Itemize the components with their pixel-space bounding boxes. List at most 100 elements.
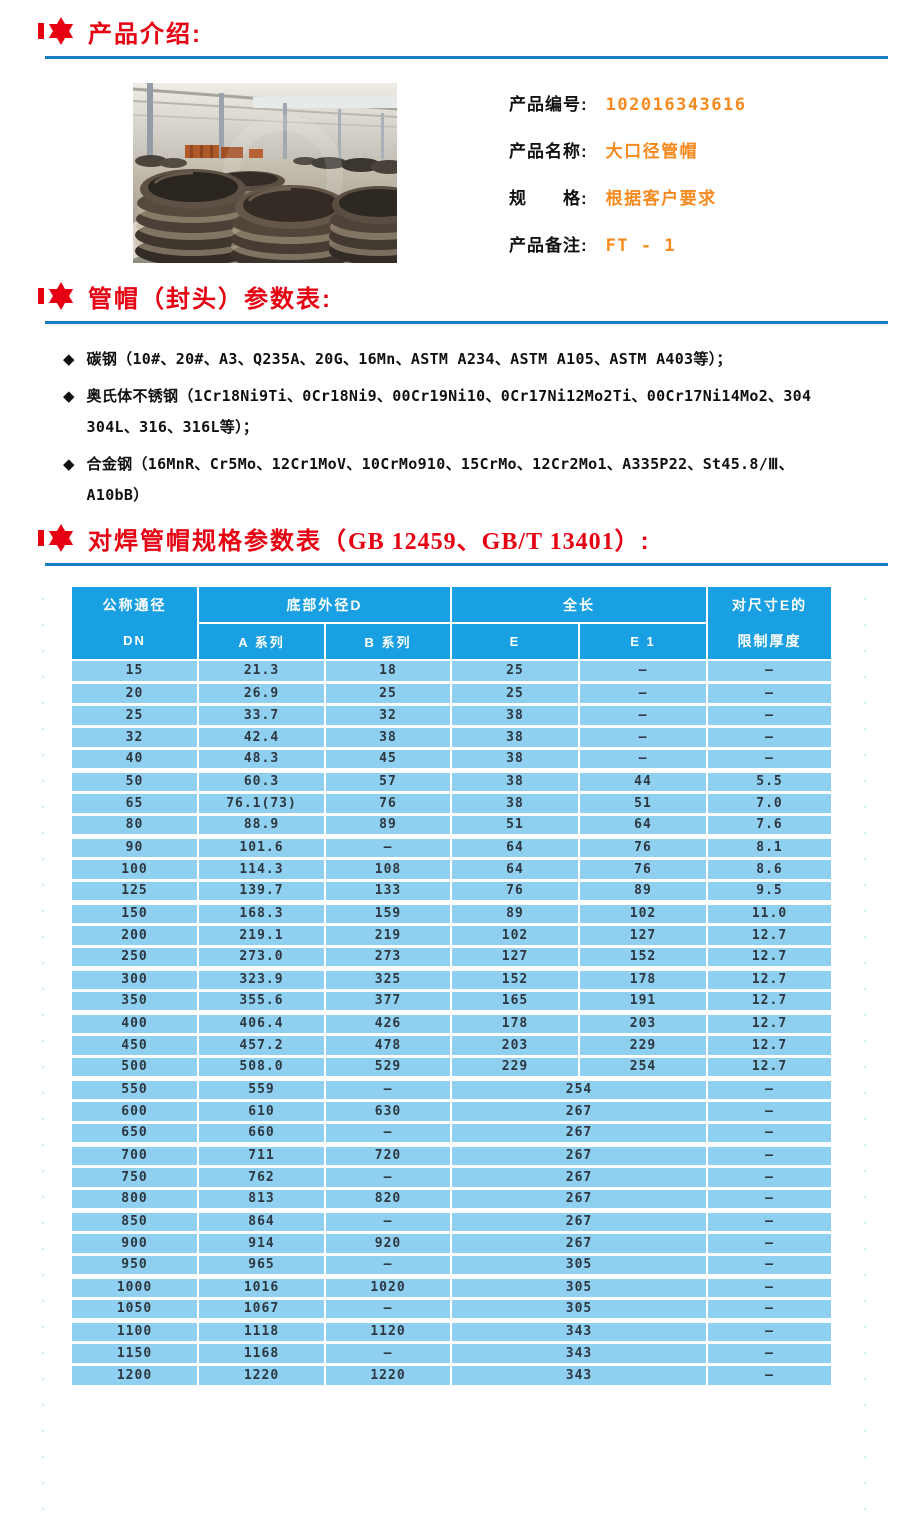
- cell-series-b: 1020: [324, 1275, 452, 1300]
- blue-divider: [45, 321, 888, 324]
- cell-e: 38: [450, 703, 580, 728]
- cell-length-merged: 343: [450, 1363, 708, 1388]
- cell-series-a: 88.9: [197, 813, 326, 839]
- cell-dn: 700: [70, 1143, 199, 1168]
- cell-dn: 1000: [70, 1275, 199, 1300]
- material-bullet: ◆ 合金钢（16MnR、Cr5Mo、12Cr1MoV、10CrMo910、15Cr…: [63, 449, 849, 511]
- cell-limit-thickness: 8.1: [706, 835, 833, 860]
- cell-e: 25: [450, 681, 580, 706]
- cell-limit-thickness: –: [706, 1099, 833, 1124]
- cell-series-b: –: [324, 1209, 452, 1234]
- materials-title: 管帽（封头）参数表:: [88, 285, 332, 313]
- cell-series-a: 406.4: [197, 1011, 326, 1036]
- table-row-dn-300: 300 323.9 325 152 178 12.7: [70, 967, 833, 992]
- material-bullet: ◆ 碳钢（10#、20#、A3、Q235A、20G、16Mn、ASTM A234、…: [63, 344, 849, 375]
- cell-dn: 1050: [70, 1297, 199, 1323]
- cell-series-b: 57: [324, 769, 452, 794]
- cell-limit-thickness: 12.7: [706, 1033, 833, 1058]
- cell-dn: 800: [70, 1187, 199, 1213]
- cell-series-b: 426: [324, 1011, 452, 1036]
- cell-series-b: 478: [324, 1033, 452, 1058]
- product-spec-row: 规 格: 根据客户要求: [509, 184, 747, 209]
- cell-limit-thickness: –: [706, 1121, 833, 1147]
- table-row-dn-32: 32 42.4 38 38– –: [70, 725, 833, 750]
- cell-e: 64: [450, 857, 580, 882]
- cell-series-a: 457.2: [197, 1033, 326, 1058]
- cell-length-merged: 267: [450, 1187, 708, 1213]
- diamond-icon: ◆: [63, 351, 75, 368]
- table-row-dn-450: 450 457.2 478 203 229 12.7: [70, 1033, 833, 1058]
- cell-limit-thickness: –: [706, 1187, 833, 1213]
- intro-body: 产品编号: 102016343616 产品名称: 大口径管帽 规 格: 根据客户…: [133, 83, 909, 263]
- cell-length-merged: 267: [450, 1209, 708, 1234]
- cell-e1: –: [578, 659, 708, 684]
- product-name-value: 大口径管帽: [605, 142, 699, 162]
- cell-length-merged: 305: [450, 1297, 708, 1323]
- cell-limit-thickness: –: [706, 1231, 833, 1256]
- cell-e1: 51: [578, 791, 708, 816]
- cell-series-a: 559: [197, 1077, 326, 1102]
- table-row-dn-20: 20 26.9 25 25– –: [70, 681, 833, 706]
- cell-length-merged: 254: [450, 1077, 708, 1102]
- red-star-icon: [38, 522, 76, 554]
- cell-series-b: –: [324, 1341, 452, 1366]
- col-header-dn: 公称通径 DN: [70, 585, 199, 661]
- cell-limit-thickness: –: [706, 703, 833, 728]
- cell-limit-thickness: 11.0: [706, 901, 833, 926]
- section-title-spec-table: 对焊管帽规格参数表（GB 12459、GB/T 13401）:: [38, 519, 909, 557]
- cell-dn: 80: [70, 813, 199, 839]
- cell-e1: 203: [578, 1011, 708, 1036]
- cell-series-a: 60.3: [197, 769, 326, 794]
- cell-e: 38: [450, 769, 580, 794]
- table-row-dn-100: 100 114.3 108 64 76 8.6: [70, 857, 833, 882]
- product-number-label: 产品编号:: [509, 95, 588, 114]
- cell-series-a: 813: [197, 1187, 326, 1213]
- cell-e1: 76: [578, 857, 708, 882]
- cell-dn: 25: [70, 703, 199, 728]
- cell-series-b: 18: [324, 659, 452, 684]
- table-row-dn-15: 15 21.3 18 25– –: [70, 659, 833, 684]
- table-row-dn-600: 600 610 630 267–: [70, 1099, 833, 1124]
- product-number-row: 产品编号: 102016343616: [509, 90, 747, 115]
- cell-dn: 90: [70, 835, 199, 860]
- cell-length-merged: 305: [450, 1275, 708, 1300]
- cell-series-a: 114.3: [197, 857, 326, 882]
- cell-series-a: 21.3: [197, 659, 326, 684]
- cell-e1: 254: [578, 1055, 708, 1081]
- spec-table-title: 对焊管帽规格参数表（GB 12459、GB/T 13401）:: [88, 527, 651, 555]
- blue-divider: [45, 56, 888, 59]
- col-header-series-b: B 系列: [324, 622, 452, 661]
- red-star-icon: [38, 280, 76, 312]
- material-list: ◆ 碳钢（10#、20#、A3、Q235A、20G、16Mn、ASTM A234、…: [63, 344, 849, 511]
- cell-series-a: 273.0: [197, 945, 326, 971]
- section-title-product-intro: 产品介绍:: [38, 12, 909, 50]
- cell-limit-thickness: 7.0: [706, 791, 833, 816]
- cell-series-b: 108: [324, 857, 452, 882]
- cell-series-b: 219: [324, 923, 452, 948]
- cell-series-b: 1220: [324, 1363, 452, 1388]
- cell-series-b: 920: [324, 1231, 452, 1256]
- cell-series-b: 820: [324, 1187, 452, 1213]
- warehouse-illustration: [133, 83, 397, 263]
- cell-series-a: 1067: [197, 1297, 326, 1323]
- cell-dn: 1200: [70, 1363, 199, 1388]
- product-note-value: FT - 1: [605, 236, 677, 256]
- cell-limit-thickness: 8.6: [706, 857, 833, 882]
- cell-series-b: 720: [324, 1143, 452, 1168]
- cell-series-b: 325: [324, 967, 452, 992]
- red-star-icon: [38, 15, 76, 47]
- cell-limit-thickness: –: [706, 1297, 833, 1323]
- cell-limit-thickness: –: [706, 1143, 833, 1168]
- cell-series-b: 377: [324, 989, 452, 1015]
- cell-e1: 44: [578, 769, 708, 794]
- cell-e: 178: [450, 1011, 580, 1036]
- cell-dn: 750: [70, 1165, 199, 1190]
- cell-e: 51: [450, 813, 580, 839]
- table-row-dn-25: 25 33.7 32 38– –: [70, 703, 833, 728]
- cell-series-b: –: [324, 1253, 452, 1279]
- table-row-dn-700: 700 711 720 267–: [70, 1143, 833, 1168]
- cell-dn: 250: [70, 945, 199, 971]
- cell-e: 76: [450, 879, 580, 905]
- cell-series-a: 914: [197, 1231, 326, 1256]
- left-guide-dots: [42, 598, 44, 1516]
